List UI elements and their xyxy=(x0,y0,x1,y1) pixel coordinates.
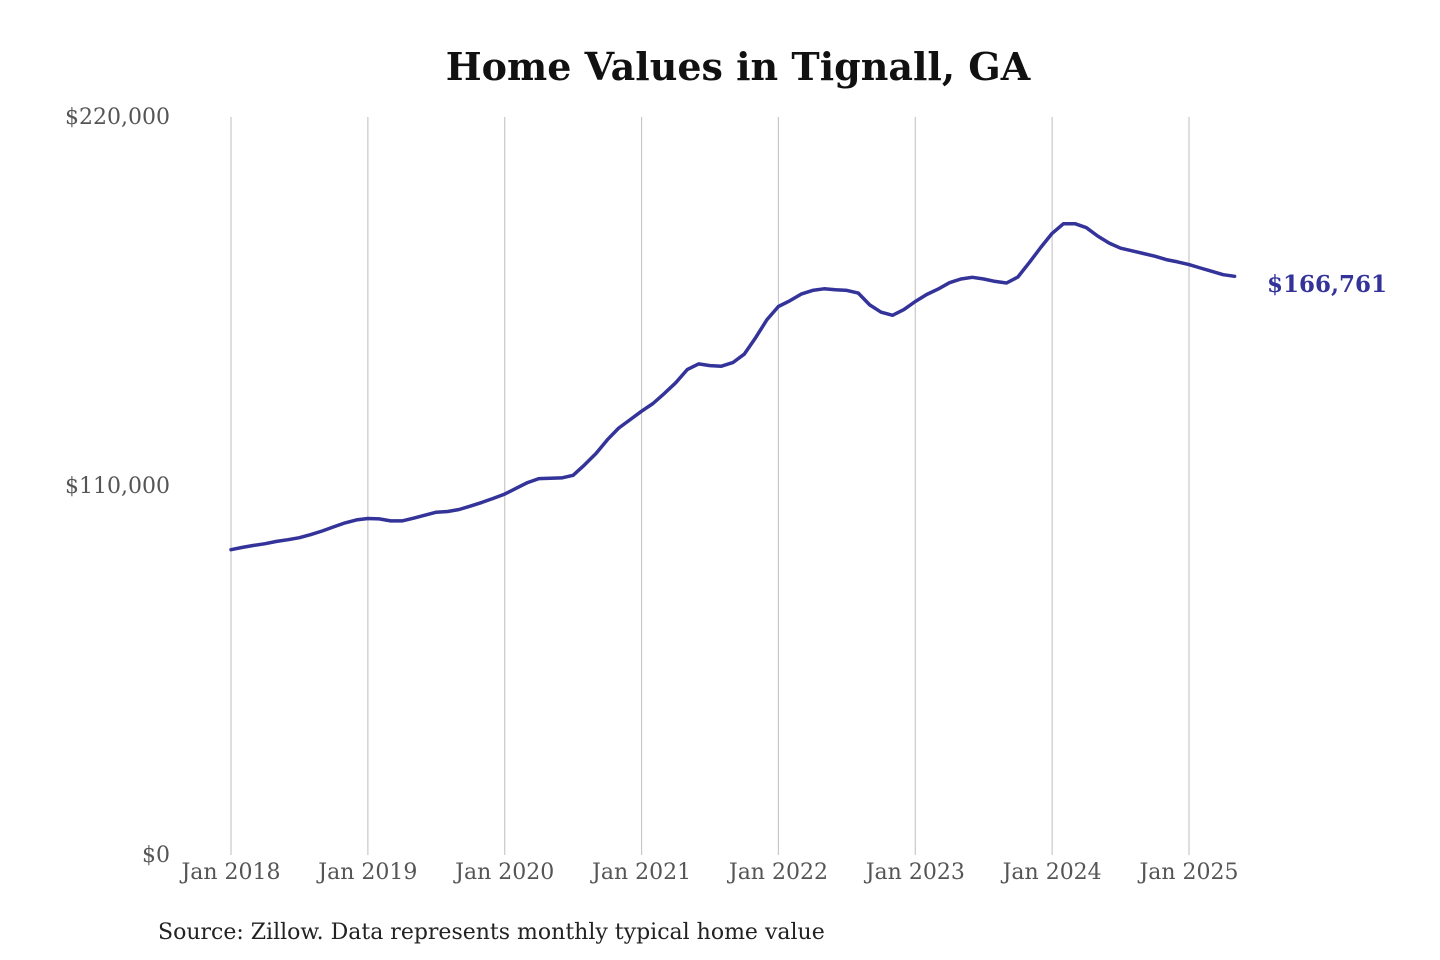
gridlines xyxy=(230,117,1190,855)
x-tick-label: Jan 2023 xyxy=(864,860,965,885)
x-tick-label: Jan 2018 xyxy=(179,860,280,885)
x-tick-label: Jan 2021 xyxy=(590,860,691,885)
y-tick-label: $110,000 xyxy=(65,474,170,499)
x-tick-label: Jan 2022 xyxy=(727,860,828,885)
x-axis: Jan 2018 Jan 2019 Jan 2020 Jan 2021 Jan 2022… xyxy=(179,860,1238,885)
chart-title: Home Values in Tignall, GA xyxy=(446,44,1031,89)
y-axis: $0 $110,000 $220,000 xyxy=(65,105,170,868)
source-note: Source: Zillow. Data represents monthly … xyxy=(158,920,825,945)
end-value-label: $166,761 xyxy=(1267,271,1387,298)
x-tick-label: Jan 2025 xyxy=(1137,860,1238,885)
y-tick-label: $220,000 xyxy=(65,105,170,130)
series-layer xyxy=(229,221,1237,552)
x-tick-label: Jan 2019 xyxy=(316,860,417,885)
x-tick-label: Jan 2020 xyxy=(453,860,554,885)
y-tick-label: $0 xyxy=(142,843,170,868)
series-line-0 xyxy=(229,221,1237,552)
x-tick-label: Jan 2024 xyxy=(1001,860,1102,885)
